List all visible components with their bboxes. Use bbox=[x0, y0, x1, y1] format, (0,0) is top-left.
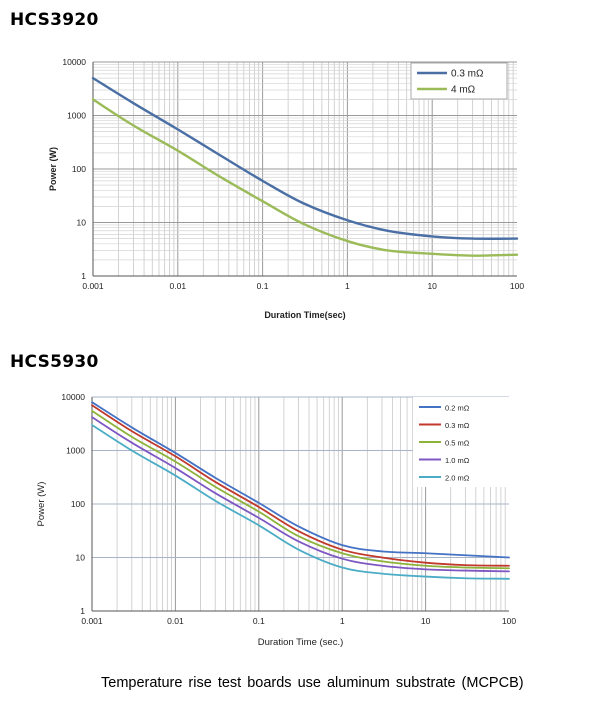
x-tick-label: 0.01 bbox=[167, 616, 184, 626]
y-tick-label: 10 bbox=[76, 553, 86, 563]
x-tick-label: 0.01 bbox=[170, 281, 187, 291]
y-tick-label: 1 bbox=[80, 606, 85, 616]
x-tick-label: 0.001 bbox=[81, 616, 103, 626]
x-tick-label: 0.1 bbox=[253, 616, 265, 626]
legend-label: 0.2 mΩ bbox=[445, 404, 470, 413]
series-line bbox=[91, 404, 510, 567]
y-tick-label: 1000 bbox=[67, 111, 86, 121]
chart-hcs3920: 0.001 0.01 0.1 1 10 100 1 10 100 1000 10000 Duratio… bbox=[48, 57, 524, 320]
x-tick-label: 1 bbox=[340, 616, 345, 626]
y-axis-label: Power (W) bbox=[36, 482, 47, 527]
x-axis-label: Duration Time(sec) bbox=[264, 310, 345, 320]
legend-box bbox=[410, 62, 508, 100]
series-line bbox=[91, 98, 519, 257]
series-line bbox=[91, 409, 510, 570]
x-tick-label: 0.001 bbox=[82, 281, 104, 291]
chart-title-hcs3920: HCS3920 bbox=[10, 10, 99, 30]
series-line bbox=[91, 424, 510, 580]
series-line bbox=[91, 76, 519, 240]
caption-text: Temperature rise test boards use aluminu… bbox=[101, 675, 524, 691]
series-line bbox=[91, 401, 510, 559]
y-tick-label: 10000 bbox=[61, 392, 85, 402]
x-axis-label: Duration Time (sec.) bbox=[258, 637, 344, 648]
series-line bbox=[91, 416, 510, 573]
x-tick-label: 0.1 bbox=[257, 281, 269, 291]
x-tick-label: 100 bbox=[502, 616, 516, 626]
x-tick-label: 100 bbox=[510, 281, 524, 291]
y-tick-label: 10000 bbox=[62, 57, 86, 67]
y-tick-label: 1 bbox=[81, 271, 86, 281]
y-tick-label: 100 bbox=[72, 164, 86, 174]
legend-label: 1.0 mΩ bbox=[445, 456, 470, 465]
legend-label: 2.0 mΩ bbox=[445, 474, 470, 483]
legend-label: 0.3 mΩ bbox=[445, 421, 470, 430]
y-tick-label: 10 bbox=[77, 218, 87, 228]
y-tick-label: 100 bbox=[71, 499, 85, 509]
legend-label: 4 mΩ bbox=[451, 85, 476, 96]
legend-label: 0.3 mΩ bbox=[451, 69, 484, 80]
y-tick-label: 1000 bbox=[66, 446, 85, 456]
chart-hcs5930: 0.001 0.01 0.1 1 10 100 1 10 100 1000 10000 Duratio… bbox=[36, 392, 516, 648]
y-axis-label: Power (W) bbox=[48, 147, 58, 191]
x-tick-label: 10 bbox=[427, 281, 437, 291]
x-tick-label: 10 bbox=[421, 616, 431, 626]
chart-title-hcs5930: HCS5930 bbox=[10, 352, 99, 372]
legend-label: 0.5 mΩ bbox=[445, 439, 470, 448]
x-tick-label: 1 bbox=[345, 281, 350, 291]
